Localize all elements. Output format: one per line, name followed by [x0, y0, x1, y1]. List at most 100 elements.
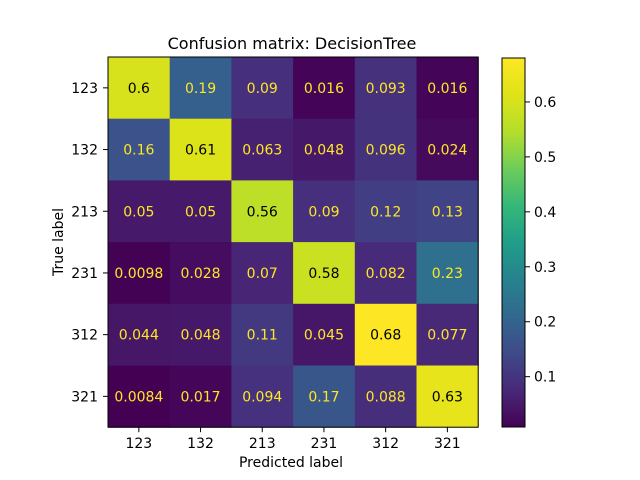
heatmap-cell: [293, 57, 356, 120]
heatmap-cell: [169, 118, 232, 181]
cell-value-label: 0.096: [366, 143, 406, 159]
y-tick-label: 321: [71, 389, 98, 405]
heatmap-cell: [231, 303, 294, 366]
cell-value-label: 0.13: [432, 204, 463, 220]
cell-value-label: 0.63: [432, 389, 463, 405]
cell-value-label: 0.05: [185, 204, 216, 220]
colorbar-tick-label: 0.1: [534, 370, 556, 386]
heatmap-cell: [293, 180, 356, 243]
cell-value-label: 0.09: [308, 204, 339, 220]
heatmap-cell: [108, 242, 171, 305]
heatmap-cell: [108, 118, 171, 181]
heatmap-cell: [231, 57, 294, 120]
cell-value-label: 0.23: [432, 266, 463, 282]
heatmap-cell: [169, 303, 232, 366]
heatmap-cell: [293, 303, 356, 366]
cell-value-label: 0.088: [366, 389, 406, 405]
cell-value-label: 0.11: [247, 328, 278, 344]
cell-value-label: 0.58: [308, 266, 339, 282]
heatmap-cell: [293, 118, 356, 181]
cell-value-label: 0.028: [181, 266, 221, 282]
x-tick-label: 123: [125, 436, 152, 452]
heatmap-cell: [169, 242, 232, 305]
colorbar-tick-label: 0.2: [534, 315, 556, 331]
cell-value-label: 0.045: [304, 328, 344, 344]
heatmap-cell: [416, 242, 479, 305]
heatmap-frame: [107, 56, 479, 428]
heatmap-cell: [354, 242, 417, 305]
heatmap-cell: [293, 365, 356, 428]
heatmap-cell: [416, 57, 479, 120]
heatmap-cell: [231, 180, 294, 243]
cell-value-label: 0.05: [123, 204, 154, 220]
cell-value-label: 0.17: [308, 389, 339, 405]
colorbar-tick-label: 0.4: [534, 205, 556, 221]
chart-title: Confusion matrix: DecisionTree: [168, 34, 417, 53]
cell-value-label: 0.0098: [114, 266, 163, 282]
cell-value-label: 0.61: [185, 143, 216, 159]
x-tick-label: 213: [249, 436, 276, 452]
heatmap-cell: [416, 303, 479, 366]
cell-value-label: 0.19: [185, 81, 216, 97]
heatmap-cell: [354, 180, 417, 243]
cell-value-label: 0.6: [128, 81, 150, 97]
x-tick-label: 231: [311, 436, 338, 452]
heatmap-cell: [231, 118, 294, 181]
cell-value-label: 0.16: [123, 143, 154, 159]
heatmap-cell: [231, 365, 294, 428]
cell-value-label: 0.12: [370, 204, 401, 220]
cell-value-label: 0.0084: [114, 389, 163, 405]
cell-value-label: 0.024: [427, 143, 467, 159]
cell-value-label: 0.044: [119, 328, 159, 344]
heatmap-cell: [169, 57, 232, 120]
heatmap-cell: [231, 242, 294, 305]
cell-value-label: 0.07: [247, 266, 278, 282]
heatmap-cell: [416, 365, 479, 428]
y-tick-label: 231: [71, 266, 98, 282]
heatmap-cell: [354, 118, 417, 181]
heatmap-cell: [108, 365, 171, 428]
heatmap-cell: [293, 242, 356, 305]
y-axis-ticks: 123 132 213 231 312 321: [71, 81, 108, 405]
heatmap-cell: [108, 57, 171, 120]
cell-value-label: 0.048: [181, 328, 221, 344]
colorbar-tick-label: 0.3: [534, 260, 556, 276]
colorbar-tick-label: 0.5: [534, 150, 556, 166]
cell-value-label: 0.082: [366, 266, 406, 282]
y-tick-label: 132: [71, 143, 98, 159]
x-tick-label: 312: [372, 436, 399, 452]
colorbar-ticks: 0.1 0.2 0.3 0.4 0.5 0.6: [525, 95, 556, 386]
heatmap-cell: [354, 365, 417, 428]
heatmap-cell-labels: 0.6 0.19 0.09 0.016 0.093 0.016 0.16 0.61 0.063 0…: [114, 81, 467, 406]
x-axis-label: Predicted label: [239, 455, 343, 471]
cell-value-label: 0.094: [242, 389, 282, 405]
colorbar-tick-label: 0.6: [534, 95, 556, 111]
heatmap-cell: [108, 303, 171, 366]
cell-value-label: 0.68: [370, 328, 401, 344]
heatmap-cell: [416, 118, 479, 181]
cell-value-label: 0.093: [366, 81, 406, 97]
colorbar: [501, 57, 526, 428]
y-tick-label: 123: [71, 81, 98, 97]
heatmap-cell: [354, 303, 417, 366]
heatmap-cell: [169, 180, 232, 243]
x-tick-label: 132: [187, 436, 214, 452]
heatmap-cell: [169, 365, 232, 428]
cell-value-label: 0.063: [242, 143, 282, 159]
cell-value-label: 0.56: [247, 204, 278, 220]
cell-value-label: 0.077: [427, 328, 467, 344]
heatmap-cell: [354, 57, 417, 120]
heatmap-cell: [108, 180, 171, 243]
x-tick-label: 321: [434, 436, 461, 452]
cell-value-label: 0.016: [427, 81, 467, 97]
cell-value-label: 0.09: [247, 81, 278, 97]
heatmap-cells: [108, 57, 479, 428]
y-tick-label: 213: [71, 204, 98, 220]
cell-value-label: 0.016: [304, 81, 344, 97]
cell-value-label: 0.048: [304, 143, 344, 159]
x-axis-ticks: 123 132 213 231 312 321: [125, 427, 461, 452]
y-tick-label: 312: [71, 328, 98, 344]
cell-value-label: 0.017: [181, 389, 221, 405]
heatmap-cell: [416, 180, 479, 243]
